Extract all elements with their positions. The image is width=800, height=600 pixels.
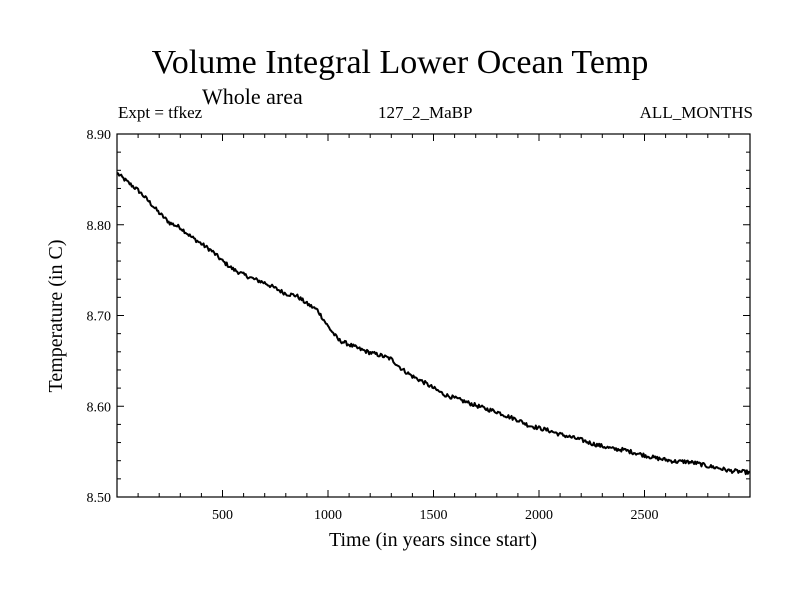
plot-frame	[116, 133, 751, 498]
experiment-label: Expt = tfkez	[118, 103, 203, 122]
ticks-group	[117, 133, 750, 498]
y-axis-label: Temperature (in C)	[45, 240, 67, 393]
period-label: 127_2_MaBP	[378, 103, 473, 122]
y-tick-label: 8.60	[87, 400, 112, 415]
tick-labels-group: 500 1000 1500 2000 2500 8.50 8.60 8.70 8.80 8.90	[87, 128, 659, 523]
chart-title: Volume Integral Lower Ocean Temp	[151, 44, 649, 81]
x-axis-label: Time (in years since start)	[329, 529, 537, 551]
months-label: ALL_MONTHS	[639, 103, 753, 122]
y-tick-label: 8.90	[87, 128, 112, 143]
x-tick-label: 2000	[525, 508, 553, 523]
y-tick-label: 8.70	[87, 310, 112, 325]
x-tick-label: 2500	[631, 508, 659, 523]
x-tick-label: 1000	[314, 508, 342, 523]
chart-subtitle: Whole area	[202, 84, 303, 109]
x-tick-label: 500	[212, 508, 233, 523]
y-tick-label: 8.50	[87, 491, 112, 506]
y-tick-label: 8.80	[87, 219, 112, 234]
x-tick-label: 1500	[420, 508, 448, 523]
series-line	[116, 172, 751, 476]
